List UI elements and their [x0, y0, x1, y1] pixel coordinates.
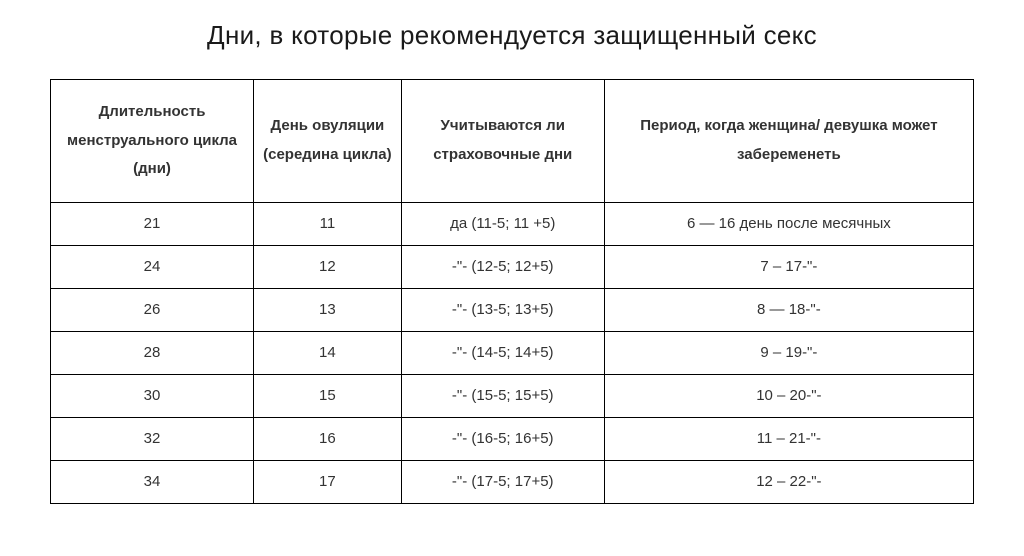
table-row: 26 13 -"- (13-5; 13+5) 8 — 18-"- [51, 288, 974, 331]
cell-ovulation-day: 17 [254, 460, 402, 503]
cell-fertile-period: 8 — 18-"- [604, 288, 973, 331]
table-row: 34 17 -"- (17-5; 17+5) 12 – 22-"- [51, 460, 974, 503]
table-row: 21 11 да (11-5; 11 +5) 6 — 16 день после… [51, 202, 974, 245]
cell-safety-days: -"- (16-5; 16+5) [401, 417, 604, 460]
cell-ovulation-day: 11 [254, 202, 402, 245]
cell-fertile-period: 11 – 21-"- [604, 417, 973, 460]
cell-safety-days: -"- (14-5; 14+5) [401, 331, 604, 374]
cell-ovulation-day: 14 [254, 331, 402, 374]
cell-cycle-length: 24 [51, 245, 254, 288]
cell-cycle-length: 32 [51, 417, 254, 460]
table-row: 32 16 -"- (16-5; 16+5) 11 – 21-"- [51, 417, 974, 460]
cell-cycle-length: 34 [51, 460, 254, 503]
cell-fertile-period: 12 – 22-"- [604, 460, 973, 503]
table-row: 24 12 -"- (12-5; 12+5) 7 – 17-"- [51, 245, 974, 288]
cell-cycle-length: 21 [51, 202, 254, 245]
table-row: 28 14 -"- (14-5; 14+5) 9 – 19-"- [51, 331, 974, 374]
cell-ovulation-day: 13 [254, 288, 402, 331]
cell-safety-days: -"- (12-5; 12+5) [401, 245, 604, 288]
col-header-safety-days: Учитываются ли страховочные дни [401, 80, 604, 203]
cell-ovulation-day: 15 [254, 374, 402, 417]
cell-fertile-period: 7 – 17-"- [604, 245, 973, 288]
cell-cycle-length: 30 [51, 374, 254, 417]
cell-safety-days: да (11-5; 11 +5) [401, 202, 604, 245]
col-header-cycle-length: Длительность менструального цикла (дни) [51, 80, 254, 203]
cell-fertile-period: 10 – 20-"- [604, 374, 973, 417]
cell-safety-days: -"- (17-5; 17+5) [401, 460, 604, 503]
cell-cycle-length: 26 [51, 288, 254, 331]
cell-fertile-period: 6 — 16 день после месячных [604, 202, 973, 245]
col-header-fertile-period: Период, когда женщина/ девушка может заб… [604, 80, 973, 203]
cell-safety-days: -"- (13-5; 13+5) [401, 288, 604, 331]
col-header-ovulation-day: День овуляции (середина цикла) [254, 80, 402, 203]
cell-fertile-period: 9 – 19-"- [604, 331, 973, 374]
page-title: Дни, в которые рекомендуется защищенный … [50, 20, 974, 51]
table-row: 30 15 -"- (15-5; 15+5) 10 – 20-"- [51, 374, 974, 417]
cell-ovulation-day: 16 [254, 417, 402, 460]
cell-ovulation-day: 12 [254, 245, 402, 288]
cycle-table: Длительность менструального цикла (дни) … [50, 79, 974, 504]
table-header-row: Длительность менструального цикла (дни) … [51, 80, 974, 203]
cell-cycle-length: 28 [51, 331, 254, 374]
cell-safety-days: -"- (15-5; 15+5) [401, 374, 604, 417]
